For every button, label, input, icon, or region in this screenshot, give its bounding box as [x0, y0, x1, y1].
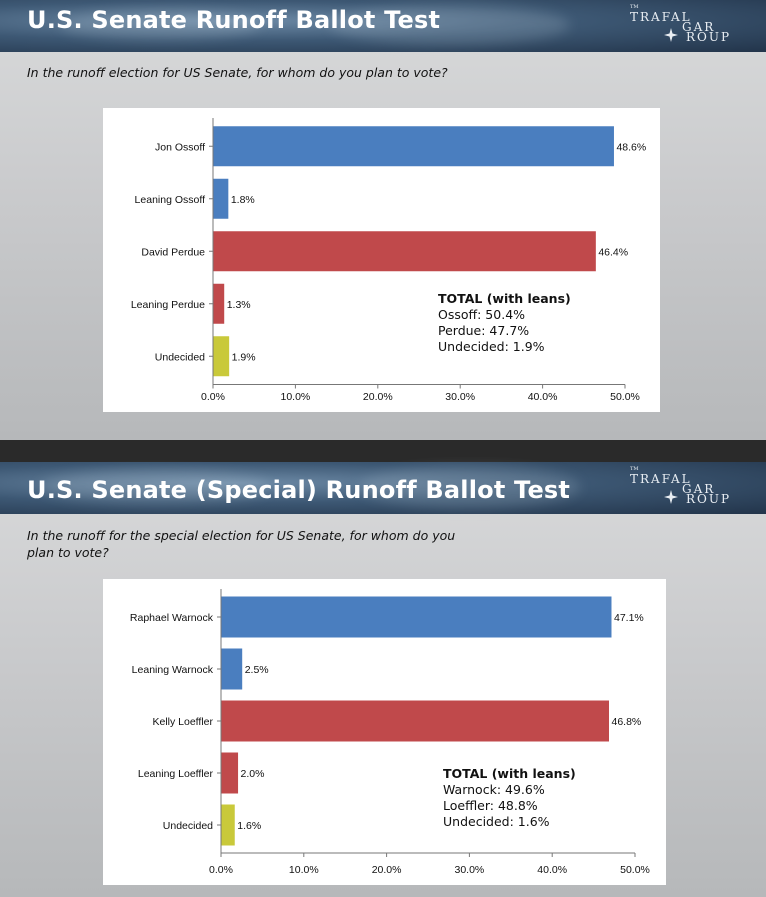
bar — [213, 283, 225, 324]
chart-panel: 0.0% 10.0% 20.0% 30.0% 40.0% 50.0% Raphael War… — [103, 579, 666, 885]
bar — [221, 700, 610, 742]
bar — [213, 336, 230, 377]
category-label: Undecided — [155, 351, 205, 363]
x-tick-label: 10.0% — [281, 391, 311, 403]
x-tick-label: 0.0% — [201, 391, 225, 403]
bar — [221, 804, 235, 846]
slide-title: U.S. Senate (Special) Runoff Ballot Test — [27, 476, 571, 504]
category-label: Leaning Warnock — [132, 664, 214, 676]
bar-value-label: 2.0% — [241, 768, 265, 780]
totals-line: Warnock: 49.6% — [443, 782, 545, 797]
totals-line: Undecided: 1.6% — [443, 814, 550, 829]
logo-text-1: TRAFAL — [630, 472, 692, 486]
logo-text-1: TRAFAL — [630, 10, 692, 24]
bar-value-label: 1.3% — [227, 299, 251, 311]
bar — [213, 126, 614, 167]
bar-value-label: 2.5% — [245, 664, 269, 676]
slide-senate-special-runoff: U.S. Senate (Special) Runoff Ballot Test… — [0, 457, 766, 897]
totals-line: Ossoff: 50.4% — [438, 307, 526, 322]
x-tick-label: 40.0% — [528, 391, 558, 403]
category-label: David Perdue — [141, 246, 205, 258]
category-label: Leaning Loeffler — [138, 768, 214, 780]
slide-header: U.S. Senate Runoff Ballot Test TM TRAFAL… — [0, 0, 766, 52]
bar — [221, 596, 612, 638]
compass-icon — [664, 28, 678, 42]
totals-box: TOTAL (with leans) Ossoff: 50.4% Perdue:… — [438, 291, 571, 355]
x-tick-label: 30.0% — [455, 864, 485, 876]
bar-chart: 0.0% 10.0% 20.0% 30.0% 40.0% 50.0% Raphael War… — [130, 589, 650, 876]
x-tick-label: 20.0% — [372, 864, 402, 876]
bar-value-label: 46.4% — [598, 246, 628, 258]
totals-box: TOTAL (with leans) Warnock: 49.6% Loeffl… — [443, 766, 576, 830]
slide-title: U.S. Senate Runoff Ballot Test — [27, 6, 441, 34]
totals-line: Loeffler: 48.8% — [443, 798, 538, 813]
totals-heading: TOTAL (with leans) — [438, 291, 571, 306]
totals-line: Perdue: 47.7% — [438, 323, 530, 338]
survey-question: In the runoff for the special election f… — [27, 528, 456, 560]
category-label: Jon Ossoff — [155, 141, 205, 153]
bar — [213, 178, 229, 219]
x-tick-label: 10.0% — [289, 864, 319, 876]
bar-value-label: 1.6% — [237, 820, 261, 832]
bar-value-label: 1.8% — [231, 194, 255, 206]
slide-header: U.S. Senate (Special) Runoff Ballot Test… — [0, 462, 766, 514]
logo-text-2: GAR ROUP — [682, 482, 732, 506]
bar-value-label: 48.6% — [616, 141, 646, 153]
compass-icon — [664, 490, 678, 504]
trafalgar-logo: TM TRAFAL GAR ROUP — [630, 466, 750, 508]
category-label: Raphael Warnock — [130, 612, 214, 624]
bar-value-label: 1.9% — [232, 351, 256, 363]
category-label: Undecided — [163, 820, 213, 832]
logo-text-2: GAR ROUP — [682, 20, 732, 44]
category-label: Leaning Perdue — [131, 299, 205, 311]
chart-panel: 0.0% 10.0% 20.0% 30.0% 40.0% 50.0% Jon Ossoff 4… — [103, 108, 660, 412]
logo-tm: TM — [630, 466, 639, 472]
slide-senate-runoff: U.S. Senate Runoff Ballot Test TM TRAFAL… — [0, 0, 766, 440]
bar-chart: 0.0% 10.0% 20.0% 30.0% 40.0% 50.0% Jon Ossoff 4… — [131, 118, 646, 403]
x-tick-label: 40.0% — [537, 864, 567, 876]
bar — [213, 231, 596, 272]
bar — [221, 648, 243, 690]
bar-value-label: 46.8% — [612, 716, 642, 728]
x-tick-label: 0.0% — [209, 864, 233, 876]
logo-tm: TM — [630, 4, 639, 10]
x-tick-label: 20.0% — [363, 391, 393, 403]
survey-question: In the runoff election for US Senate, fo… — [27, 65, 448, 80]
totals-heading: TOTAL (with leans) — [443, 766, 576, 781]
category-label: Kelly Loeffler — [152, 716, 213, 728]
totals-line: Undecided: 1.9% — [438, 339, 545, 354]
trafalgar-logo: TM TRAFAL GAR ROUP — [630, 4, 750, 46]
bar — [221, 752, 239, 794]
x-tick-label: 30.0% — [445, 391, 475, 403]
category-label: Leaning Ossoff — [135, 194, 206, 206]
x-tick-label: 50.0% — [610, 391, 640, 403]
x-tick-label: 50.0% — [620, 864, 650, 876]
bar-value-label: 47.1% — [614, 612, 644, 624]
